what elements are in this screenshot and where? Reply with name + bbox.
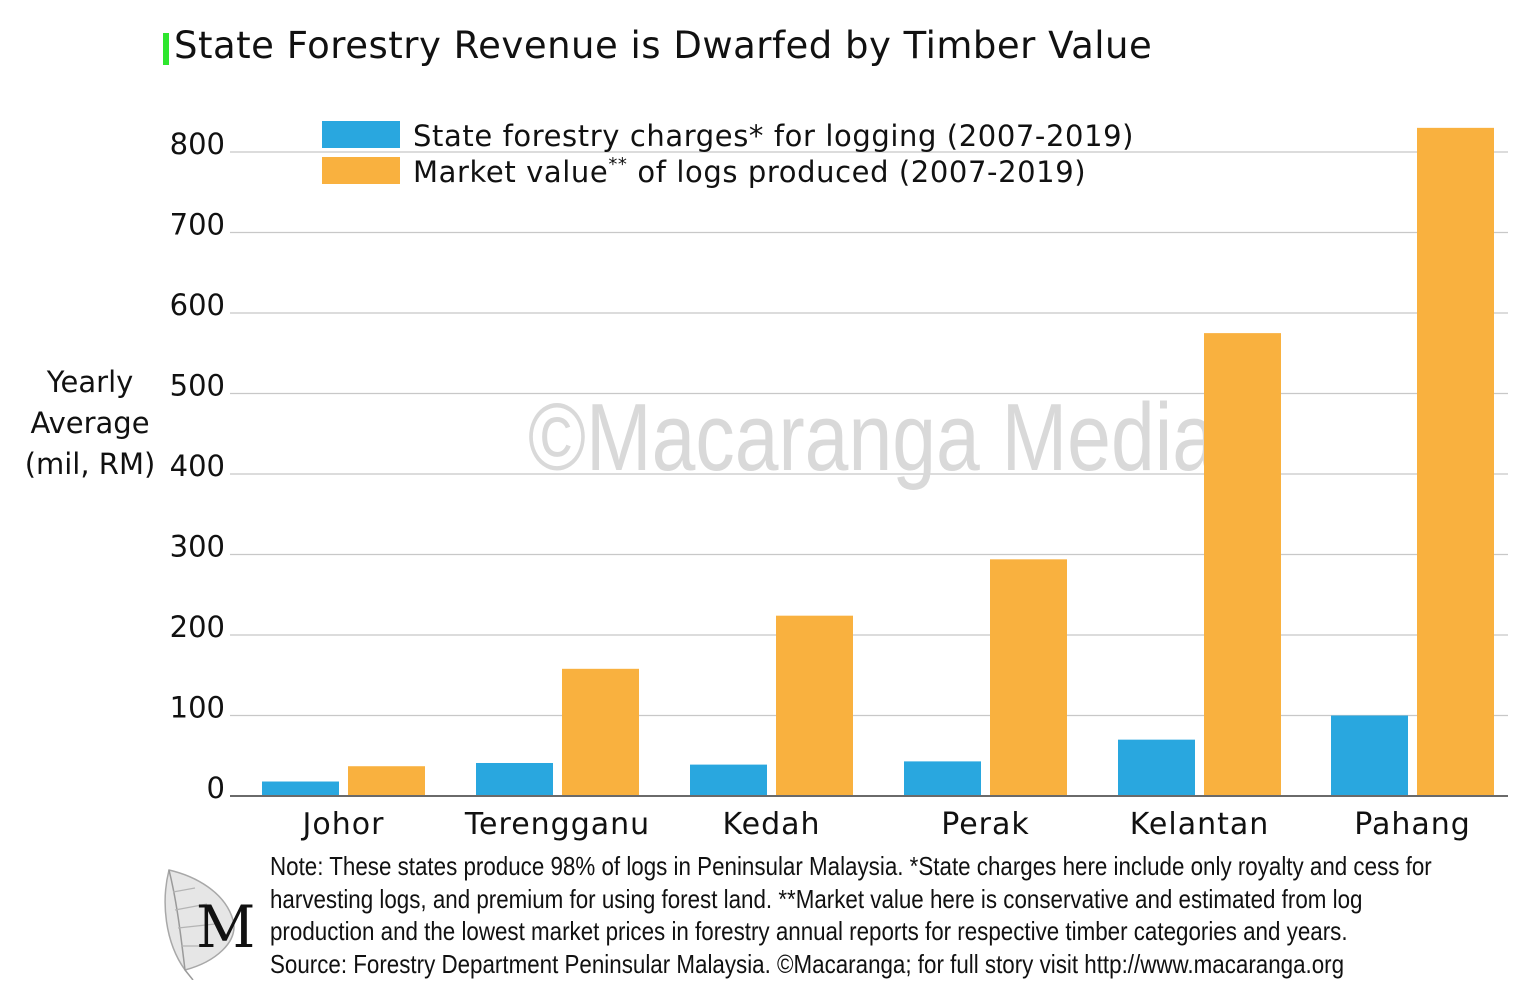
chart-title: State Forestry Revenue is Dwarfed by Tim… [174,24,1153,67]
y-tick-label: 400 [170,449,225,483]
y-tick-label: 500 [170,369,225,403]
legend-label: State forestry charges* for logging (200… [413,119,1134,153]
x-tick-label: Kelantan [1130,807,1270,842]
bar-market-value [990,559,1067,796]
y-axis-label: Yearly Average (mil, RM) [20,362,160,485]
footnote-line: Note: These states produce 98% of logs i… [270,851,1432,881]
y-tick-label: 200 [170,610,225,644]
y-tick-label: 800 [170,127,225,161]
x-tick-label: Perak [941,807,1030,842]
footnote-line: production and the lowest market prices … [270,916,1348,946]
y-axis-label-line: Yearly [46,365,134,399]
footnote: Note: These states produce 98% of logs i… [270,850,1432,980]
bar-state-charges [904,761,981,796]
bar-market-value [348,766,425,796]
leaf-icon [164,869,235,980]
bar-state-charges [690,764,767,796]
bar-market-value [562,668,639,796]
x-tick-label: Johor [301,807,385,842]
legend-label: Market value** of logs produced (2007-20… [413,154,1086,189]
bar-market-value [1204,333,1281,796]
y-tick-label: 300 [170,530,225,564]
bar-state-charges [1331,715,1408,796]
y-tick-label: 0 [207,771,225,805]
bar-market-value [776,615,853,796]
y-axis-label-line: (mil, RM) [24,447,156,481]
y-axis-label-line: Average [30,406,150,440]
x-tick-label: Pahang [1354,807,1471,842]
bar-state-charges [476,762,553,796]
legend-swatch [322,157,400,184]
logo-letter: M [196,893,256,961]
y-tick-label: 600 [170,288,225,322]
bar-state-charges [1118,739,1195,796]
y-tick-label: 700 [170,208,225,242]
bar-market-value [1417,127,1494,797]
legend-swatch [322,121,400,148]
y-tick-label: 100 [170,691,225,725]
footnote-line: harvesting logs, and premium for using f… [270,883,1363,914]
x-tick-label: Kedah [722,807,820,842]
title-accent-bar [163,33,169,65]
footnote-line: Source: Forestry Department Peninsular M… [270,948,1345,979]
bar-state-charges [262,781,339,796]
watermark-text: ©Macaranga Media [528,384,1216,491]
x-tick-label: Terengganu [464,807,650,842]
